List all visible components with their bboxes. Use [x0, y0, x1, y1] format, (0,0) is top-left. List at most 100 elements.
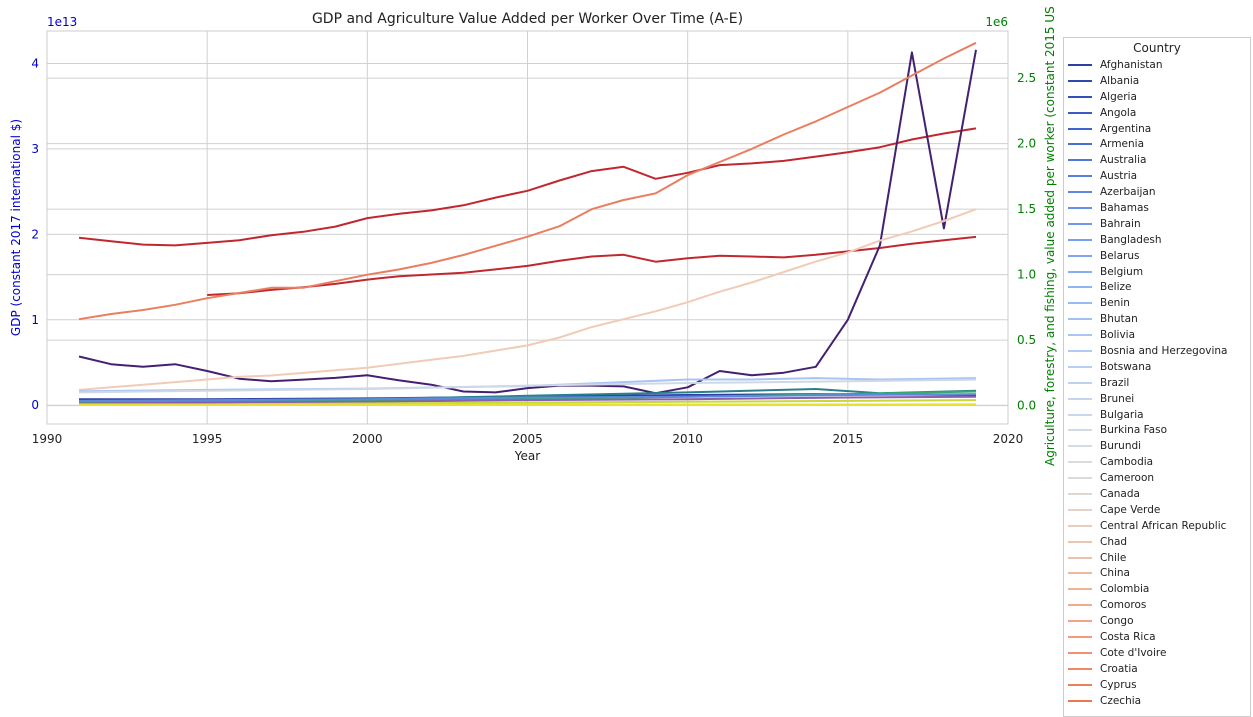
legend-label: Bahrain [1100, 218, 1141, 230]
legend-label: Bulgaria [1100, 409, 1144, 421]
legend-item: Angola [1064, 105, 1250, 121]
legend-title: Country [1064, 40, 1250, 57]
legend-swatch [1068, 557, 1092, 559]
legend-item: Cape Verde [1064, 502, 1250, 518]
legend-item: Costa Rica [1064, 629, 1250, 645]
legend-swatch [1068, 477, 1092, 479]
legend: Country Afghanistan Albania Algeria Angola A… [1063, 37, 1251, 717]
legend-label: Argentina [1100, 123, 1151, 135]
legend-label: Botswana [1100, 361, 1151, 373]
legend-label: Bolivia [1100, 329, 1135, 341]
legend-swatch [1068, 461, 1092, 463]
x-tick-label: 2010 [672, 432, 703, 446]
series-line-1 [207, 237, 976, 295]
legend-swatch [1068, 350, 1092, 352]
legend-label: Cape Verde [1100, 504, 1160, 516]
legend-swatch [1068, 96, 1092, 98]
legend-item: Croatia [1064, 661, 1250, 677]
legend-label: Cyprus [1100, 679, 1137, 691]
legend-swatch [1068, 64, 1092, 66]
legend-swatch [1068, 445, 1092, 447]
x-tick-label: 2020 [993, 432, 1024, 446]
legend-label: Chile [1100, 552, 1126, 564]
legend-item: Chad [1064, 534, 1250, 550]
legend-label: Cameroon [1100, 472, 1154, 484]
legend-item: Austria [1064, 168, 1250, 184]
legend-label: Azerbaijan [1100, 186, 1156, 198]
legend-item: Congo [1064, 613, 1250, 629]
legend-item: Bulgaria [1064, 407, 1250, 423]
legend-label: Albania [1100, 75, 1139, 87]
legend-item: Afghanistan [1064, 57, 1250, 73]
legend-label: Bahamas [1100, 202, 1149, 214]
legend-item: Australia [1064, 152, 1250, 168]
legend-label: Belize [1100, 281, 1131, 293]
legend-label: Burkina Faso [1100, 424, 1167, 436]
legend-label: China [1100, 567, 1130, 579]
legend-item: Cambodia [1064, 454, 1250, 470]
legend-swatch [1068, 382, 1092, 384]
y-right-tick-label: 0.5 [1017, 333, 1036, 347]
legend-item: Bhutan [1064, 311, 1250, 327]
legend-swatch [1068, 286, 1092, 288]
x-tick-label: 2005 [512, 432, 543, 446]
legend-item: Brunei [1064, 391, 1250, 407]
x-tick-label: 2000 [352, 432, 383, 446]
x-axis-label: Year [514, 449, 540, 463]
legend-item: Botswana [1064, 359, 1250, 375]
legend-item: Canada [1064, 486, 1250, 502]
legend-item: Burundi [1064, 438, 1250, 454]
legend-label: Bosnia and Herzegovina [1100, 345, 1228, 357]
legend-swatch [1068, 398, 1092, 400]
legend-item: Belize [1064, 279, 1250, 295]
legend-swatch [1068, 525, 1092, 527]
y-left-tick-label: 0 [31, 398, 39, 412]
legend-swatch [1068, 175, 1092, 177]
legend-item: Azerbaijan [1064, 184, 1250, 200]
legend-label: Brazil [1100, 377, 1129, 389]
chart-title: GDP and Agriculture Value Added per Work… [312, 11, 743, 27]
legend-swatch [1068, 318, 1092, 320]
y-right-axis-label: Agriculture, forestry, and fishing, valu… [1043, 6, 1057, 466]
x-tick-label: 1995 [192, 432, 223, 446]
legend-item: Benin [1064, 295, 1250, 311]
legend-item: Belgium [1064, 264, 1250, 280]
legend-swatch [1068, 429, 1092, 431]
legend-label: Algeria [1100, 91, 1137, 103]
legend-swatch [1068, 652, 1092, 654]
legend-swatch [1068, 572, 1092, 574]
legend-item: Cameroon [1064, 470, 1250, 486]
legend-label: Colombia [1100, 583, 1149, 595]
y-right-tick-label: 0.0 [1017, 399, 1036, 413]
legend-swatch [1068, 207, 1092, 209]
x-tick-label: 1990 [32, 432, 63, 446]
legend-label: Chad [1100, 536, 1127, 548]
legend-swatch [1068, 128, 1092, 130]
x-tick-label: 2015 [833, 432, 864, 446]
legend-swatch [1068, 636, 1092, 638]
legend-label: Armenia [1100, 138, 1144, 150]
legend-swatch [1068, 159, 1092, 161]
legend-item: Algeria [1064, 89, 1250, 105]
legend-swatch [1068, 223, 1092, 225]
legend-label: Belgium [1100, 266, 1143, 278]
legend-swatch [1068, 334, 1092, 336]
legend-swatch [1068, 239, 1092, 241]
legend-label: Costa Rica [1100, 631, 1156, 643]
y-left-tick-label: 3 [31, 142, 39, 156]
legend-label: Bhutan [1100, 313, 1138, 325]
legend-swatch [1068, 191, 1092, 193]
legend-item: Cote d'Ivoire [1064, 645, 1250, 661]
legend-item: Bahrain [1064, 216, 1250, 232]
y-left-tick-label: 4 [31, 56, 39, 70]
legend-item: Bolivia [1064, 327, 1250, 343]
legend-swatch [1068, 366, 1092, 368]
legend-label: Comoros [1100, 599, 1146, 611]
legend-item: Bahamas [1064, 200, 1250, 216]
y-left-tick-label: 2 [31, 227, 39, 241]
legend-label: Burundi [1100, 440, 1141, 452]
legend-item: Armenia [1064, 136, 1250, 152]
legend-swatch [1068, 684, 1092, 686]
legend-label: Angola [1100, 107, 1136, 119]
y-right-tick-label: 2.0 [1017, 137, 1036, 151]
